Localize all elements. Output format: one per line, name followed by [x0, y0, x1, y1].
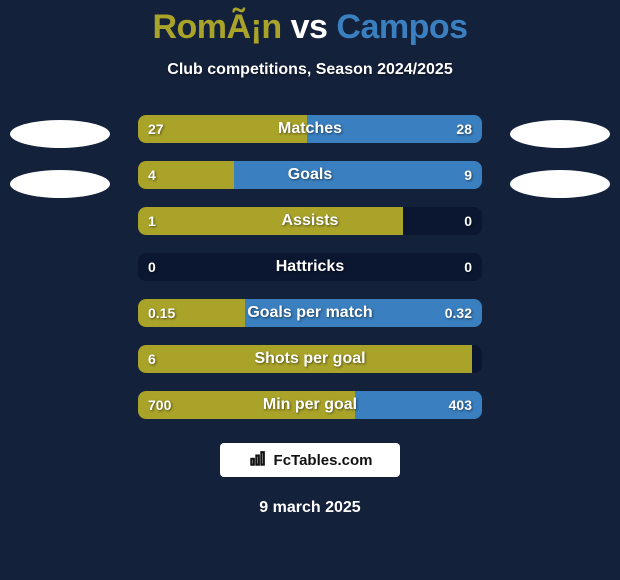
bar-label: Min per goal — [138, 391, 482, 419]
title-vs: vs — [282, 8, 337, 46]
watermark: FcTables.com — [220, 443, 400, 477]
stat-bars: 2728Matches 49Goals 10Assists 00Hattricks 0.… — [138, 115, 482, 419]
title-player-right: Campos — [336, 8, 467, 46]
chart-icon — [248, 448, 268, 472]
bar-label: Hattricks — [138, 253, 482, 281]
page-title: RomÃ¡n vs Campos — [0, 8, 620, 47]
badge-group-left — [10, 120, 110, 198]
stat-bar: 0.150.32Goals per match — [138, 299, 482, 327]
stat-bar: 00Hattricks — [138, 253, 482, 281]
bar-label: Goals per match — [138, 299, 482, 327]
stat-bar: 2728Matches — [138, 115, 482, 143]
stat-bar: 700403Min per goal — [138, 391, 482, 419]
comparison-card: RomÃ¡n vs Campos Club competitions, Seas… — [0, 0, 620, 580]
badge-placeholder — [510, 120, 610, 148]
watermark-text: FcTables.com — [274, 452, 373, 469]
bar-label: Goals — [138, 161, 482, 189]
badge-placeholder — [10, 120, 110, 148]
stat-bar: 10Assists — [138, 207, 482, 235]
subtitle: Club competitions, Season 2024/2025 — [0, 61, 620, 79]
badge-group-right — [510, 120, 610, 198]
stat-bar: 6Shots per goal — [138, 345, 482, 373]
title-player-left: RomÃ¡n — [152, 8, 281, 46]
badge-placeholder — [510, 170, 610, 198]
bar-label: Matches — [138, 115, 482, 143]
bar-label: Assists — [138, 207, 482, 235]
bar-label: Shots per goal — [138, 345, 482, 373]
badge-placeholder — [10, 170, 110, 198]
stat-bar: 49Goals — [138, 161, 482, 189]
date-label: 9 march 2025 — [0, 499, 620, 517]
